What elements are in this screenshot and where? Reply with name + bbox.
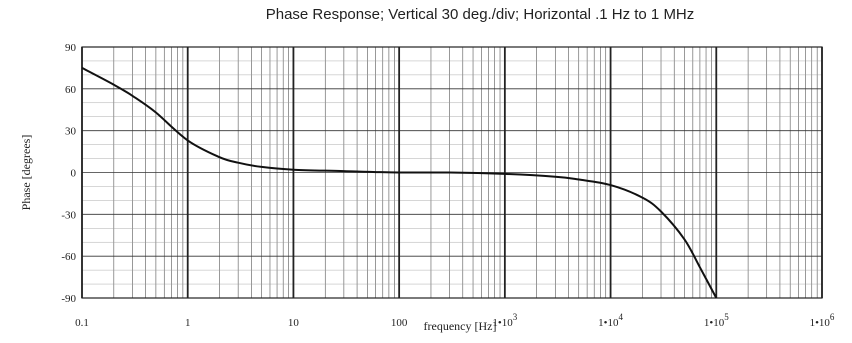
x-tick-label: 1•105 bbox=[704, 312, 729, 329]
x-tick-label: 1•104 bbox=[598, 312, 623, 329]
x-tick-label: 0.1 bbox=[75, 317, 89, 329]
chart-title: Phase Response; Vertical 30 deg./div; Ho… bbox=[265, 6, 695, 23]
y-tick-label: 30 bbox=[65, 126, 77, 138]
x-tick-label: 1 bbox=[185, 317, 191, 329]
x-tick-label: 100 bbox=[391, 317, 408, 329]
x-tick-exponent: 5 bbox=[724, 312, 729, 322]
x-tick-exponent: 6 bbox=[830, 312, 835, 322]
x-axis-label: frequency [Hz] bbox=[424, 319, 497, 333]
x-tick-label: 1•106 bbox=[810, 312, 835, 329]
y-tick-label: -30 bbox=[61, 209, 76, 221]
x-tick-label: 10 bbox=[288, 317, 300, 329]
y-axis-label: Phase [degrees] bbox=[19, 135, 33, 211]
phase-curve bbox=[81, 67, 718, 299]
y-tick-labels: 90 60 30 0 -30 -60 -90 bbox=[61, 42, 76, 305]
x-tick-labels: 0.1 1 10 100 1•103 1•104 1•105 1•106 bbox=[75, 312, 835, 329]
y-tick-label: -90 bbox=[61, 293, 76, 305]
y-tick-label: 90 bbox=[65, 42, 77, 54]
x-tick-label: 1•103 bbox=[492, 312, 517, 329]
y-tick-label: 60 bbox=[65, 84, 77, 96]
x-tick-exponent: 3 bbox=[513, 312, 518, 322]
x-tick-exponent: 4 bbox=[619, 312, 624, 322]
plot-frame bbox=[81, 46, 823, 299]
y-tick-label: 0 bbox=[71, 168, 77, 180]
minor-gridlines bbox=[82, 46, 822, 299]
y-tick-label: -60 bbox=[61, 251, 76, 263]
